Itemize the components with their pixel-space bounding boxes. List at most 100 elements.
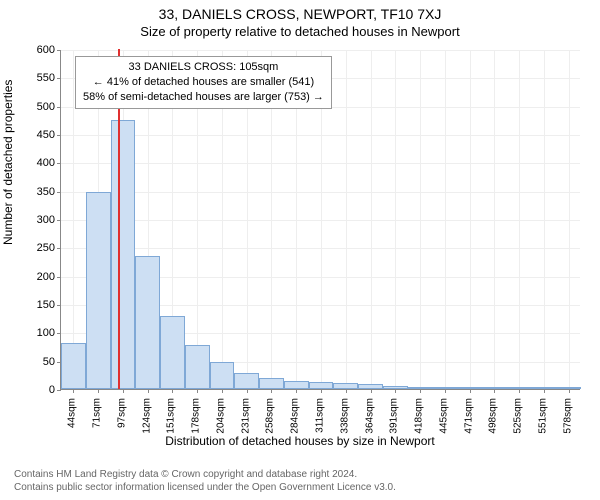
ytick-label: 250 [15, 242, 55, 254]
xtick-label: 178sqm [191, 398, 202, 434]
histogram-bar [160, 316, 185, 389]
ytick-label: 0 [15, 384, 55, 396]
ytick-label: 450 [15, 129, 55, 141]
xtick-mark [569, 389, 570, 393]
attribution-line2: Contains public sector information licen… [14, 481, 396, 494]
xtick-label: 578sqm [562, 398, 573, 434]
attribution-text: Contains HM Land Registry data © Crown c… [14, 468, 396, 494]
xtick-label: 498sqm [488, 398, 499, 434]
histogram-bar [309, 382, 334, 389]
xtick-label: 44sqm [67, 398, 78, 428]
xtick-mark [420, 389, 421, 393]
gridline-v [569, 50, 570, 389]
xtick-label: 391sqm [389, 398, 400, 434]
annotation-line2: ← 41% of detached houses are smaller (54… [83, 75, 324, 90]
ytick-mark [57, 305, 61, 306]
ytick-label: 100 [15, 327, 55, 339]
histogram-bar [210, 362, 235, 389]
attribution-line1: Contains HM Land Registry data © Crown c… [14, 468, 396, 481]
ytick-mark [57, 333, 61, 334]
xtick-mark [321, 389, 322, 393]
ytick-label: 350 [15, 186, 55, 198]
xtick-mark [222, 389, 223, 393]
xtick-label: 525sqm [513, 398, 524, 434]
gridline-v [470, 50, 471, 389]
xtick-label: 364sqm [364, 398, 375, 434]
xtick-mark [148, 389, 149, 393]
gridline-v [519, 50, 520, 389]
ytick-label: 500 [15, 101, 55, 113]
xtick-label: 338sqm [339, 398, 350, 434]
annotation-line3: 58% of semi-detached houses are larger (… [83, 90, 324, 105]
gridline-v [395, 50, 396, 389]
xtick-label: 551sqm [537, 398, 548, 434]
ytick-mark [57, 107, 61, 108]
ytick-mark [57, 390, 61, 391]
xtick-label: 445sqm [438, 398, 449, 434]
xtick-mark [445, 389, 446, 393]
histogram-bar [185, 345, 210, 389]
histogram-bar [259, 378, 284, 389]
histogram-bar [61, 343, 86, 389]
xtick-mark [371, 389, 372, 393]
xtick-mark [544, 389, 545, 393]
y-axis-label: Number of detached properties [1, 80, 15, 245]
gridline-v [494, 50, 495, 389]
xtick-mark [247, 389, 248, 393]
histogram-bar [111, 120, 136, 389]
xtick-label: 204sqm [215, 398, 226, 434]
xtick-mark [172, 389, 173, 393]
xtick-label: 311sqm [315, 398, 326, 433]
xtick-mark [73, 389, 74, 393]
histogram-bar [86, 192, 111, 389]
xtick-mark [494, 389, 495, 393]
xtick-mark [271, 389, 272, 393]
ytick-label: 150 [15, 299, 55, 311]
histogram-bar [234, 373, 259, 389]
annotation-line1: 33 DANIELS CROSS: 105sqm [83, 60, 324, 75]
gridline-v [346, 50, 347, 389]
xtick-label: 97sqm [116, 398, 127, 428]
gridline-v [420, 50, 421, 389]
xtick-label: 258sqm [265, 398, 276, 434]
xtick-mark [296, 389, 297, 393]
ytick-label: 300 [15, 214, 55, 226]
xtick-mark [346, 389, 347, 393]
xtick-mark [519, 389, 520, 393]
page-subtitle: Size of property relative to detached ho… [0, 24, 600, 39]
ytick-mark [57, 78, 61, 79]
gridline-v [544, 50, 545, 389]
histogram-bar [135, 256, 160, 389]
annotation-box: 33 DANIELS CROSS: 105sqm ← 41% of detach… [75, 56, 332, 109]
xtick-label: 151sqm [166, 398, 177, 434]
xtick-label: 71sqm [92, 398, 103, 428]
xtick-label: 284sqm [290, 398, 301, 434]
xtick-label: 418sqm [414, 398, 425, 434]
ytick-mark [57, 248, 61, 249]
chart-container: Number of detached properties 33 DANIELS… [0, 40, 600, 450]
xtick-mark [197, 389, 198, 393]
page-title: 33, DANIELS CROSS, NEWPORT, TF10 7XJ [0, 6, 600, 22]
plot-area: 33 DANIELS CROSS: 105sqm ← 41% of detach… [60, 50, 580, 390]
ytick-label: 50 [15, 356, 55, 368]
ytick-mark [57, 50, 61, 51]
x-axis-label: Distribution of detached houses by size … [0, 434, 600, 448]
ytick-label: 200 [15, 271, 55, 283]
ytick-label: 400 [15, 157, 55, 169]
xtick-label: 124sqm [141, 398, 152, 434]
ytick-mark [57, 277, 61, 278]
ytick-mark [57, 192, 61, 193]
xtick-mark [123, 389, 124, 393]
ytick-mark [57, 163, 61, 164]
ytick-mark [57, 220, 61, 221]
xtick-mark [395, 389, 396, 393]
xtick-mark [98, 389, 99, 393]
histogram-bar [284, 381, 309, 389]
ytick-label: 600 [15, 44, 55, 56]
xtick-mark [470, 389, 471, 393]
gridline-v [371, 50, 372, 389]
xtick-label: 231sqm [240, 398, 251, 434]
xtick-label: 471sqm [463, 398, 474, 434]
gridline-v [445, 50, 446, 389]
ytick-label: 550 [15, 72, 55, 84]
